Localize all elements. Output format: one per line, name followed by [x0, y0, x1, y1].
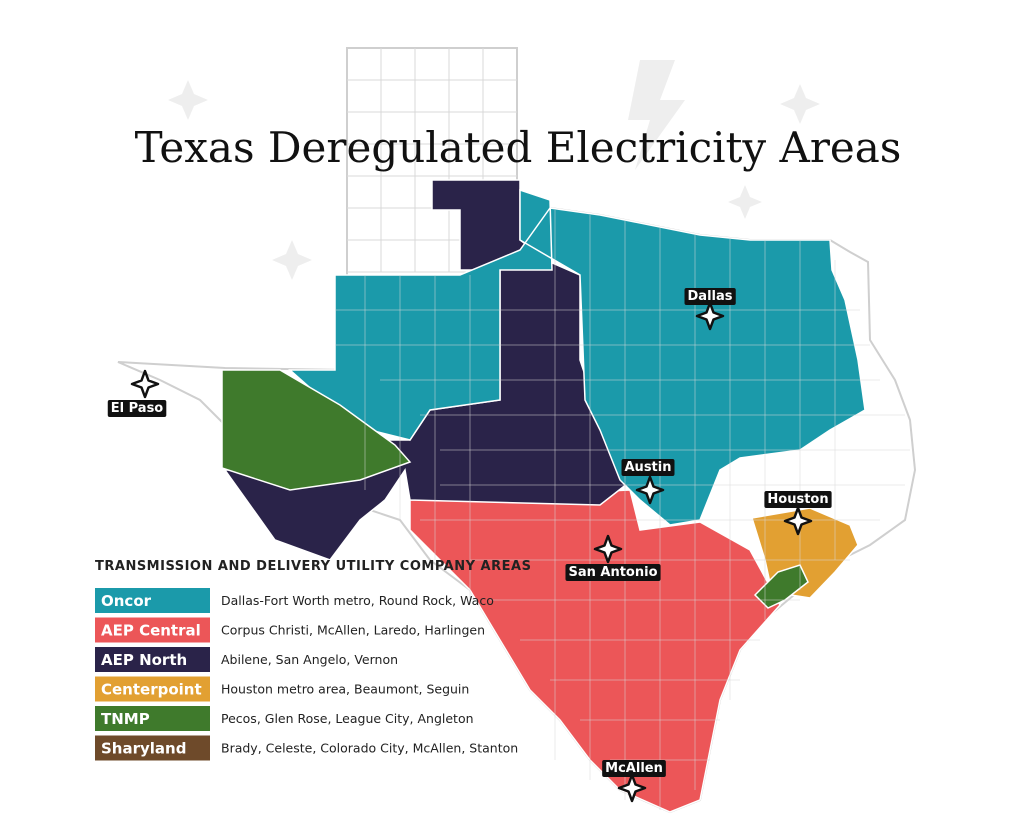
legend-swatch [95, 706, 210, 731]
city-marker [635, 475, 665, 505]
county-grid [335, 210, 910, 810]
legend-description: Brady, Celeste, Colorado City, McAllen, … [221, 741, 518, 756]
city-label: El Paso [111, 401, 164, 416]
legend-swatch [95, 647, 210, 672]
legend-name: AEP North [101, 651, 187, 669]
city-label-bg [107, 400, 167, 417]
city-label-bg [621, 459, 675, 476]
city-marker [593, 534, 623, 564]
city-label: Austin [625, 460, 672, 475]
region [221, 369, 412, 491]
city-marker [130, 369, 160, 399]
title: Texas Deregulated Electricity Areas [135, 123, 902, 172]
city-label-bg [684, 288, 736, 305]
city-marker [783, 506, 813, 536]
city-label: McAllen [605, 761, 663, 776]
city-label: Houston [767, 492, 828, 507]
legend-name: Sharyland [101, 740, 186, 758]
city-label-bg [602, 760, 666, 777]
legend-description: Houston metro area, Beaumont, Seguin [221, 682, 469, 697]
legend-swatch [95, 617, 210, 643]
city-label: Dallas [688, 289, 733, 304]
city-label-bg [565, 564, 661, 581]
legend-name: Centerpoint [101, 681, 202, 699]
legend-description: Pecos, Glen Rose, League City, Angleton [221, 711, 474, 726]
legend: TRANSMISSION AND DELIVERY UTILITY COMPAN… [95, 559, 531, 761]
legend-name: AEP Central [101, 622, 201, 640]
decoration [168, 60, 820, 280]
cities: El Paso Dallas Austin Houston San Antonio McA… [107, 288, 832, 803]
city-label: San Antonio [568, 565, 657, 580]
legend-description: Corpus Christi, McAllen, Laredo, Harling… [221, 623, 485, 638]
legend-name: TNMP [101, 710, 150, 728]
legend-description: Abilene, San Angelo, Vernon [221, 652, 398, 667]
region [753, 564, 809, 609]
legend-description: Dallas-Fort Worth metro, Round Rock, Wac… [221, 593, 494, 608]
region [409, 489, 781, 813]
legend-swatch [95, 588, 210, 613]
city-marker [695, 301, 725, 331]
legend-name: Oncor [101, 592, 152, 610]
legend-swatch [95, 735, 210, 761]
legend-swatch [95, 676, 210, 702]
city-marker [617, 773, 647, 803]
legend-heading: TRANSMISSION AND DELIVERY UTILITY COMPAN… [95, 559, 531, 574]
city-label-bg [764, 491, 832, 508]
